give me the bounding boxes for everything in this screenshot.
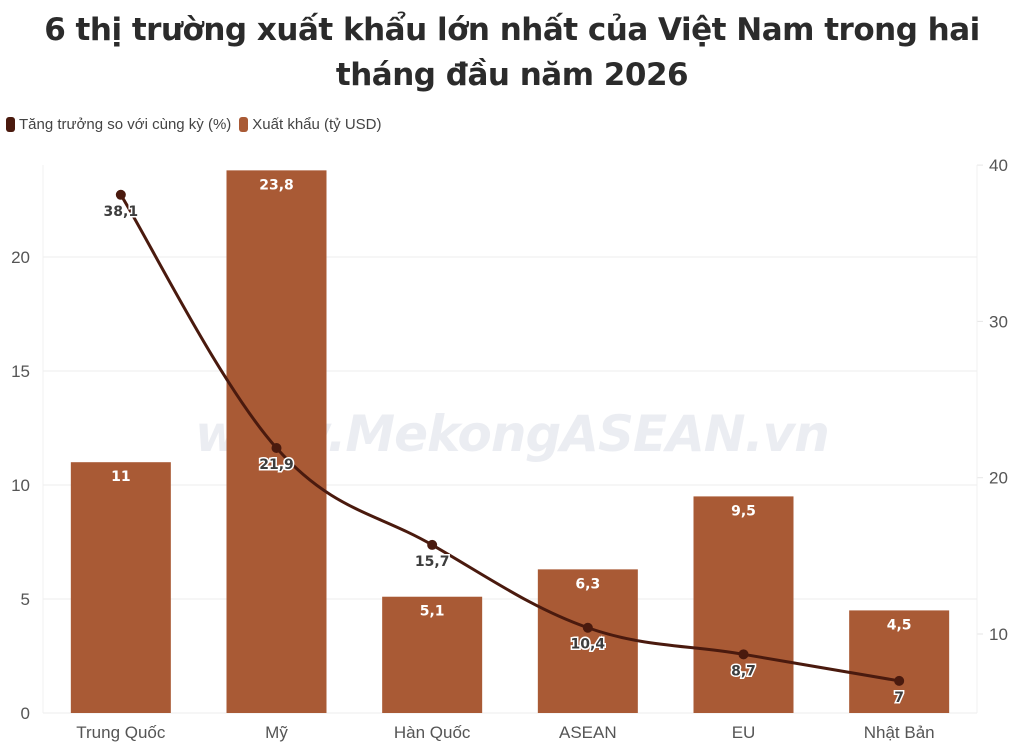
growth-point[interactable]	[115, 189, 126, 200]
chart-title-line-1: 6 thị trường xuất khẩu lớn nhất của Việt…	[44, 12, 980, 48]
category-label: EU	[732, 723, 756, 742]
bar-1[interactable]	[226, 170, 327, 714]
legend-swatch-growth-icon	[6, 117, 15, 132]
growth-point[interactable]	[738, 649, 749, 660]
bar-value-label: 4,5	[887, 617, 912, 633]
legend-label-growth: Tăng trưởng so với cùng kỳ (%)	[19, 116, 232, 133]
growth-value-label: 21,9	[259, 457, 294, 473]
left-axis-tick: 0	[21, 704, 30, 723]
chart-title: 6 thị trường xuất khẩu lớn nhất của Việt…	[0, 8, 1024, 98]
category-label: Trung Quốc	[76, 723, 166, 742]
category-label: Mỹ	[265, 723, 288, 742]
bar-value-label: 11	[111, 469, 130, 485]
left-axis-tick: 20	[11, 248, 30, 267]
growth-value-label: 38,1	[104, 204, 139, 220]
growth-value-label: 15,7	[415, 554, 450, 570]
bar-4[interactable]	[693, 496, 794, 713]
left-axis-tick: 5	[21, 590, 30, 609]
right-axis-tick: 40	[989, 156, 1008, 175]
left-axis-tick: 15	[11, 362, 30, 381]
legend-label-export: Xuất khẩu (tỷ USD)	[252, 116, 382, 133]
legend-swatch-export-icon	[239, 117, 249, 132]
legend-item-export[interactable]: Xuất khẩu (tỷ USD)	[239, 116, 382, 133]
category-label: Hàn Quốc	[394, 723, 471, 742]
bar-5[interactable]	[849, 610, 950, 713]
bar-2[interactable]	[382, 596, 483, 713]
left-axis-tick: 10	[11, 476, 30, 495]
growth-point[interactable]	[427, 539, 438, 550]
legend: Tăng trưởng so với cùng kỳ (%) Xuất khẩu…	[6, 116, 390, 133]
growth-value-label: 10,4	[571, 637, 606, 653]
legend-item-growth[interactable]: Tăng trưởng so với cùng kỳ (%)	[6, 116, 231, 133]
bar-value-label: 5,1	[420, 604, 445, 620]
right-axis-tick: 10	[989, 625, 1008, 644]
growth-point[interactable]	[582, 622, 593, 633]
growth-value-label: 7	[894, 690, 904, 706]
chart-title-line-2: tháng đầu năm 2026	[335, 57, 689, 93]
right-axis-tick: 30	[989, 312, 1008, 331]
category-label: Nhật Bản	[864, 723, 935, 742]
bar-0[interactable]	[70, 462, 171, 713]
category-label: ASEAN	[559, 723, 617, 742]
bar-value-label: 23,8	[259, 177, 294, 193]
growth-point[interactable]	[271, 443, 282, 454]
right-axis-tick: 20	[989, 469, 1008, 488]
bar-value-label: 6,3	[575, 576, 600, 592]
bar-3[interactable]	[537, 569, 638, 713]
bar-value-label: 9,5	[731, 503, 756, 519]
growth-point[interactable]	[894, 675, 905, 686]
growth-value-label: 8,7	[731, 663, 756, 679]
